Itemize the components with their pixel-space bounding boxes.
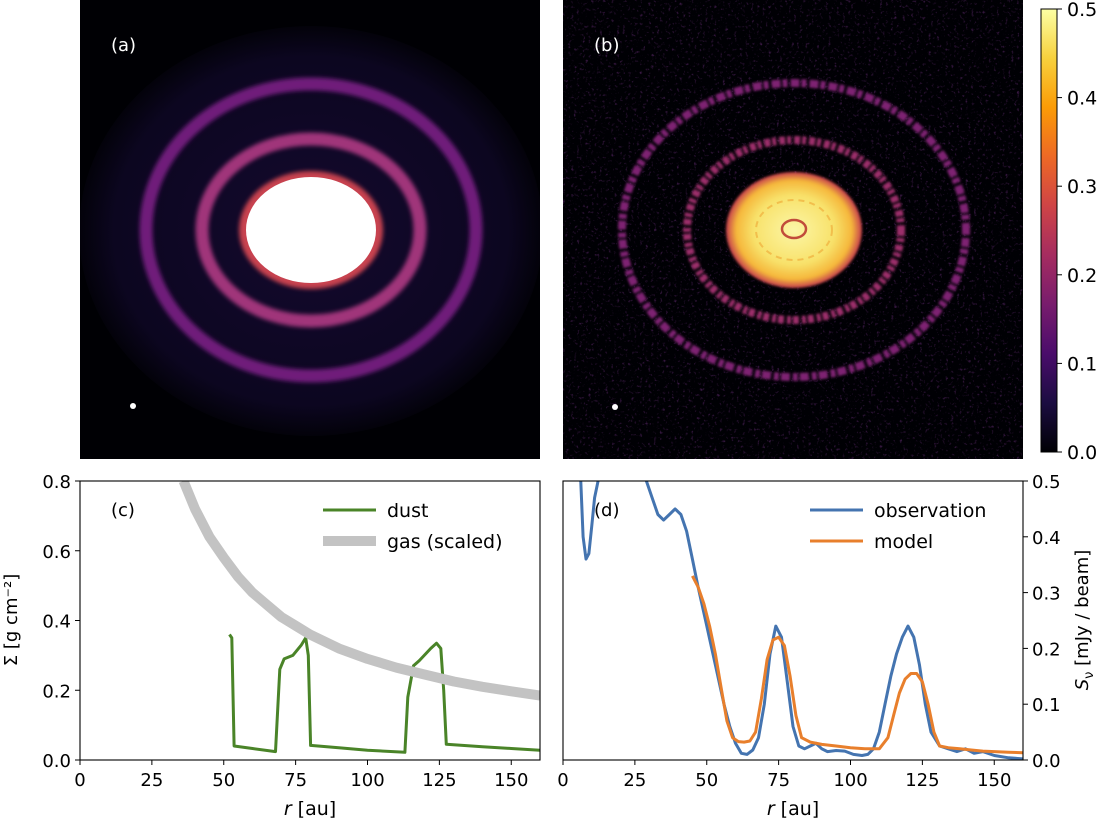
panel-a-inner-ring	[195, 132, 427, 328]
y-tick-label: 0.4	[42, 612, 71, 633]
x-tick-label: 50	[695, 770, 718, 791]
panel-a-saturated-core	[246, 177, 376, 283]
panel-a-outer-ring	[139, 77, 483, 383]
x-tick-label: 125	[905, 770, 939, 791]
panel-a-beam-marker	[130, 403, 136, 409]
y-tick-label: 0.4	[1032, 528, 1061, 549]
panel-c-label: (c)	[111, 500, 135, 521]
y-tick-label: 0.0	[1032, 751, 1061, 772]
y-tick-label: 0.8	[42, 472, 71, 493]
y-tick-label: 0.2	[1032, 639, 1061, 660]
panel-a-model-image: (a)	[80, 0, 540, 459]
x-tick-label: 25	[140, 770, 163, 791]
panel-d-frame	[562, 480, 1024, 761]
legend-label: observation	[874, 500, 986, 522]
colorbar-tick-label: 0.2	[1067, 265, 1097, 287]
panel-b-label: (b)	[594, 35, 619, 56]
panel-d-label: (d)	[594, 500, 619, 521]
panel-b-observation-image: (b)	[563, 0, 1023, 459]
panel-c-surface-density: 0 25 50 75 100 125 150 0.0 0.2 0.4 0.6 0.8 (c) dust…	[1, 472, 541, 820]
x-tick-label: 150	[494, 770, 528, 791]
colorbar-tick-label: 0.5	[1067, 0, 1097, 21]
panel-d-legend: observation model	[810, 500, 986, 553]
legend-label: model	[874, 531, 933, 553]
colorbar-tick-label: 0.0	[1067, 442, 1097, 464]
panel-d-ylabel: Sν [mJy / beam]	[1072, 550, 1097, 691]
series-line-observation	[579, 481, 1023, 760]
y-tick-label: 0.2	[42, 681, 71, 702]
series-line-model	[691, 575, 1023, 755]
panel-b-core	[726, 172, 862, 288]
panel-d-radial-profile: 0 25 50 75 100 125 150 0.0 0.1 0.2 0.3 0.4 0.5 (d) o…	[557, 472, 1097, 820]
panel-b-beam-marker	[612, 404, 618, 410]
x-tick-label: 150	[977, 770, 1011, 791]
panel-d-xlabel: r [au]	[767, 798, 819, 820]
panel-c-ylabel: Σ [g cm⁻²]	[1, 574, 22, 666]
colorbar: 0.0 0.1 0.2 0.3 0.4 0.5	[1040, 0, 1097, 464]
x-tick-label: 75	[284, 770, 307, 791]
x-tick-label: 0	[74, 770, 85, 791]
panel-b-center-ring	[780, 218, 808, 240]
y-tick-label: 0.6	[42, 542, 71, 563]
series-line-gas-scaled	[178, 481, 540, 701]
colorbar-gradient	[1040, 8, 1058, 453]
legend-label: gas (scaled)	[387, 531, 502, 553]
colorbar-tick-label: 0.3	[1067, 176, 1097, 198]
y-tick-label: 0.5	[1032, 472, 1061, 493]
y-tick-label: 0.3	[1032, 584, 1061, 605]
x-tick-label: 125	[422, 770, 456, 791]
x-tick-label: 100	[350, 770, 384, 791]
panel-b-core-structure	[755, 199, 833, 261]
y-tick-label: 0.1	[1032, 695, 1061, 716]
colorbar-ticks: 0.0 0.1 0.2 0.3 0.4 0.5	[1057, 0, 1097, 464]
panel-b-outer-ring	[618, 79, 970, 381]
panel-b-inner-ring	[683, 136, 905, 324]
x-tick-label: 25	[623, 770, 646, 791]
panel-c-legend: dust gas (scaled)	[323, 500, 502, 553]
panel-a-label: (a)	[111, 35, 136, 56]
colorbar-tick-label: 0.1	[1067, 353, 1097, 375]
x-tick-label: 100	[833, 770, 867, 791]
x-tick-label: 50	[212, 770, 235, 791]
panel-c-xlabel: r [au]	[284, 798, 336, 820]
colorbar-tick-label: 0.4	[1067, 88, 1097, 110]
x-tick-label: 0	[557, 770, 568, 791]
x-tick-label: 75	[767, 770, 790, 791]
legend-label: dust	[387, 500, 428, 522]
y-tick-label: 0.0	[42, 751, 71, 772]
